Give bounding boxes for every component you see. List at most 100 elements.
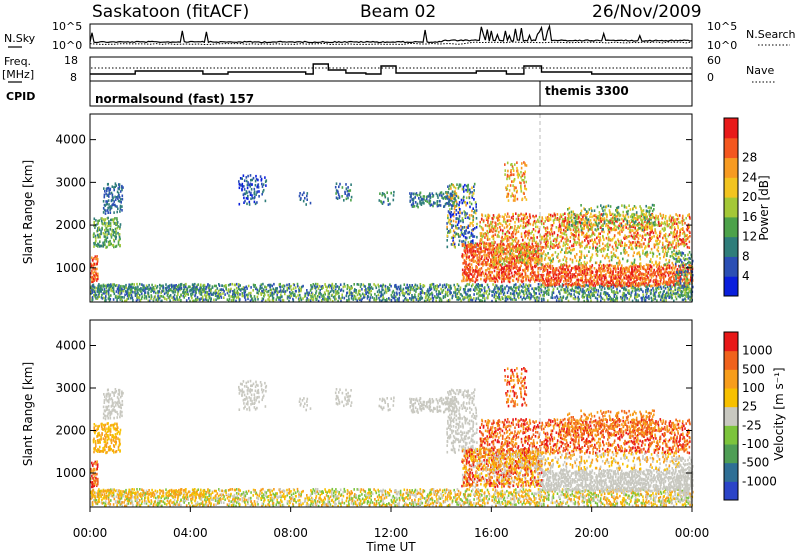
power-cell [664,217,667,220]
power-cell [587,241,590,245]
power-cell [130,291,132,294]
power-cell [687,291,690,294]
power-cell [460,219,462,223]
power-cell [104,228,106,232]
power-cell [615,295,618,298]
power-cell [552,214,554,218]
power-cell [434,284,437,288]
power-cell [493,247,495,251]
power-cell [645,245,647,249]
power-cell [673,230,676,234]
power-cell [446,245,449,249]
power-cell [108,189,110,192]
power-cell [569,288,572,292]
power-cell [558,241,561,245]
power-cell [526,266,528,269]
power-cell [501,232,504,235]
power-cell [278,283,281,286]
power-cell [572,266,575,270]
power-cell [420,291,423,295]
power-cell [630,234,633,238]
power-cell [650,296,653,300]
power-cell [639,234,641,237]
power-cell [473,245,475,249]
power-cell [103,208,106,212]
power-cell [584,233,587,237]
power-cell [538,279,541,282]
power-cell [261,286,263,290]
power-cell [671,222,673,225]
power-cell [331,289,333,292]
power-cell [161,290,164,293]
power-cell [309,201,312,205]
power-cell [686,295,688,298]
power-cell [278,290,281,293]
power-cell [235,282,238,286]
power-cell [392,198,395,202]
power-cell [592,214,595,218]
power-cell [571,284,574,288]
power-cell [455,209,458,212]
power-cell [104,233,106,236]
power-cell [525,254,527,258]
power-cell [253,190,256,194]
power-cell [483,259,485,263]
power-cell [243,185,245,188]
power-cell [336,189,339,193]
power-cell [160,284,162,288]
power-cell [504,213,506,216]
power-cell [185,282,187,286]
power-cell [436,293,438,296]
power-cell [560,235,563,238]
power-cell [533,289,535,292]
power-cell [419,297,421,300]
power-cell [560,278,562,282]
power-cell [592,291,594,295]
power-cell [569,271,571,275]
power-cell [359,285,362,289]
power-cell [189,299,191,303]
power-cell [617,240,620,243]
power-cell [554,267,557,270]
power-cell [429,283,431,287]
power-cell [448,219,450,222]
power-cell [249,174,252,177]
power-cell [187,293,189,296]
power-cell [554,283,556,287]
power-cell [591,238,593,242]
power-cell [288,283,291,286]
power-cell [558,282,560,286]
power-cell [463,226,466,229]
power-cell [106,187,109,190]
power-cell [528,295,530,299]
power-cell [602,280,605,284]
power-cell [247,284,250,288]
power-cell [119,204,122,208]
power-cell [495,277,497,281]
power-cell [262,183,265,186]
power-cell [563,291,566,294]
power-cell [360,294,362,297]
power-cell [101,217,103,220]
power-cell [510,266,512,269]
power-cell [91,287,93,290]
power-cell [419,283,422,286]
power-cell [359,298,361,301]
power-cell [547,219,549,222]
power-cell [670,243,673,247]
power-cell [94,276,96,279]
power-cell [468,276,470,280]
power-cell [380,294,382,297]
power-cell [364,293,366,297]
power-cell [499,289,502,292]
power-cell [493,269,496,273]
power-cell [531,242,534,246]
power-cell [406,298,408,302]
power-cell [484,232,487,235]
power-cell [509,243,511,246]
power-cell [537,242,539,246]
power-cell [492,258,495,262]
power-cell [513,245,516,249]
power-cell [257,298,259,301]
power-cell [586,273,589,276]
